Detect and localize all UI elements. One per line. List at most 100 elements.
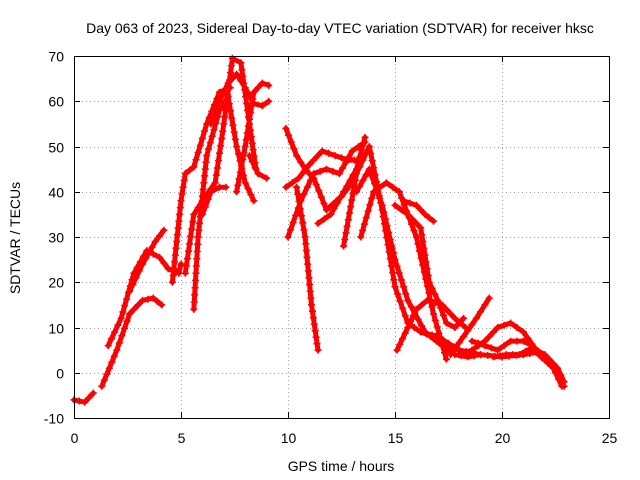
data-point-marker <box>456 319 464 327</box>
data-point-marker <box>303 253 311 261</box>
data-point-marker <box>81 398 89 406</box>
data-point-marker <box>421 251 429 259</box>
data-point-marker <box>234 181 242 189</box>
data-point-marker <box>397 206 405 214</box>
data-point-marker <box>430 333 437 341</box>
data-point-marker <box>325 149 333 157</box>
data-point-marker <box>423 265 431 273</box>
data-point-marker <box>233 70 241 78</box>
data-point-marker <box>246 115 253 123</box>
data-point-marker <box>400 197 408 205</box>
series-track-line <box>341 144 462 353</box>
data-point-marker <box>207 120 215 128</box>
data-point-marker <box>362 171 370 179</box>
data-point-marker <box>206 139 214 147</box>
data-point-marker <box>330 205 338 213</box>
data-point-marker <box>472 314 480 322</box>
data-point-marker <box>391 256 399 264</box>
data-point-marker <box>420 244 428 252</box>
data-point-marker <box>339 164 347 172</box>
data-series-track-8 <box>198 183 230 218</box>
data-point-marker <box>410 311 417 319</box>
data-point-marker <box>370 188 378 196</box>
y-tick-label: 60 <box>48 94 64 110</box>
data-point-marker <box>248 139 256 147</box>
data-series-track-26 <box>468 337 568 390</box>
data-point-marker <box>314 219 322 227</box>
data-point-marker <box>110 352 118 360</box>
data-point-marker <box>211 179 219 187</box>
data-point-marker <box>431 316 439 324</box>
data-point-marker <box>331 152 339 160</box>
data-point-marker <box>115 339 123 347</box>
data-point-marker <box>534 347 542 355</box>
data-point-marker <box>85 394 93 402</box>
data-point-marker <box>528 344 536 352</box>
data-point-marker <box>300 226 308 234</box>
data-series-track-22 <box>400 197 437 225</box>
data-point-marker <box>418 301 426 309</box>
data-point-marker <box>447 351 455 359</box>
data-point-marker <box>389 249 397 257</box>
data-point-marker <box>228 75 236 83</box>
x-tick-label: 15 <box>388 430 404 446</box>
data-point-marker <box>314 346 322 354</box>
data-point-marker <box>284 233 292 241</box>
data-point-marker <box>230 128 238 136</box>
data-point-marker <box>108 335 115 343</box>
data-point-marker <box>302 247 310 255</box>
data-point-marker <box>103 370 111 378</box>
data-point-marker <box>468 346 476 354</box>
data-point-marker <box>243 100 251 107</box>
data-point-marker <box>309 307 316 315</box>
data-point-marker <box>304 267 312 275</box>
data-point-marker <box>194 240 202 248</box>
data-point-marker <box>105 364 113 372</box>
data-point-marker <box>207 188 215 196</box>
data-point-marker <box>557 371 565 379</box>
data-point-marker <box>371 180 378 188</box>
data-point-marker <box>333 199 341 207</box>
data-point-marker <box>391 201 399 209</box>
data-point-marker <box>417 224 425 232</box>
grid-lines <box>74 56 609 418</box>
data-point-marker <box>238 162 245 170</box>
data-point-marker <box>251 164 259 172</box>
data-point-marker <box>201 203 209 211</box>
data-point-marker <box>310 170 318 178</box>
data-point-marker <box>362 214 370 222</box>
data-series-track-24 <box>447 294 493 359</box>
data-point-marker <box>412 219 420 227</box>
data-point-marker <box>406 199 414 207</box>
data-point-marker <box>545 355 553 363</box>
data-series-track-4 <box>126 226 168 295</box>
data-point-marker <box>560 378 568 386</box>
data-point-marker <box>144 295 152 303</box>
data-point-marker <box>305 161 313 169</box>
data-point-marker <box>310 320 318 328</box>
data-point-marker <box>412 201 420 209</box>
data-point-marker <box>312 181 320 188</box>
data-point-marker <box>524 334 532 342</box>
data-point-marker <box>484 351 492 359</box>
data-point-marker <box>507 319 515 327</box>
data-point-marker <box>442 305 450 313</box>
data-point-marker <box>395 188 403 196</box>
data-series-track-15 <box>293 183 322 354</box>
data-point-marker <box>180 176 188 184</box>
data-point-marker <box>187 232 195 240</box>
data-point-marker <box>419 238 427 245</box>
data-point-marker <box>366 201 374 209</box>
data-point-marker <box>313 340 321 348</box>
data-point-marker <box>173 231 181 239</box>
data-point-marker <box>376 194 384 202</box>
data-point-marker <box>391 283 399 291</box>
data-point-marker <box>282 124 290 132</box>
data-point-marker <box>192 269 200 277</box>
data-point-marker <box>227 62 235 70</box>
data-point-marker <box>425 289 433 297</box>
data-point-marker <box>300 167 308 175</box>
data-point-marker <box>175 269 183 277</box>
data-point-marker <box>390 276 398 284</box>
data-point-marker <box>421 210 429 218</box>
